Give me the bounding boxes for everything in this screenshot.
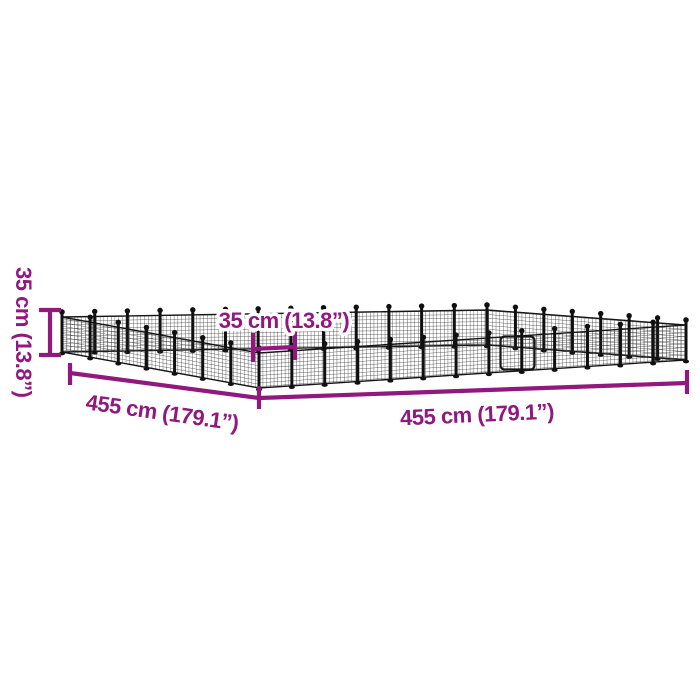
panel-dimension-bar (250, 331, 298, 362)
fence-door-panel (499, 335, 536, 371)
height-dimension-label: 35 cm (13.8”) (11, 267, 36, 398)
panel-dimension-label: 35 cm (13.8”) (219, 308, 350, 333)
side-right-dimension-line (258, 370, 690, 401)
fence-enclosure (59, 302, 689, 392)
fence-posts-front-right (256, 317, 689, 392)
height-dimension-bar (39, 307, 61, 358)
